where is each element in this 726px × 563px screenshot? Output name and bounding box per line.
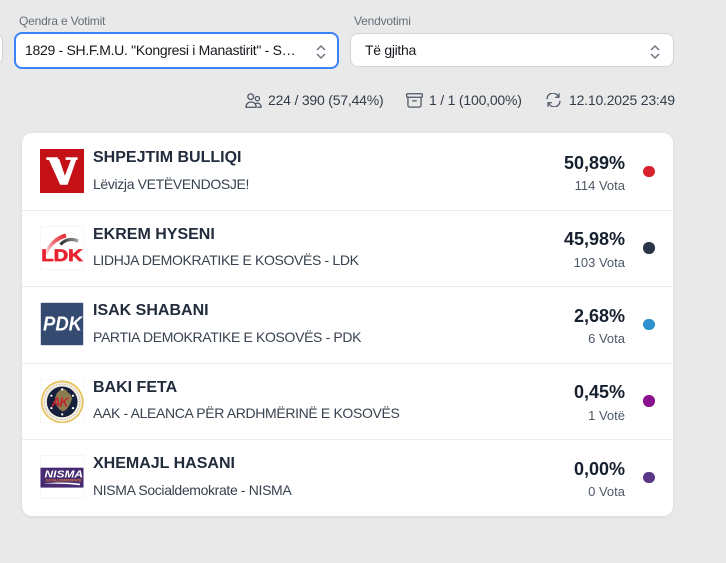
svg-text:NISMA: NISMA <box>45 469 84 481</box>
svg-text:AK: AK <box>50 395 69 409</box>
svg-text:PDK: PDK <box>43 314 83 336</box>
svg-text:SOCIALDEMOKRATE: SOCIALDEMOKRATE <box>46 478 82 483</box>
svg-text:LDK: LDK <box>41 246 83 265</box>
